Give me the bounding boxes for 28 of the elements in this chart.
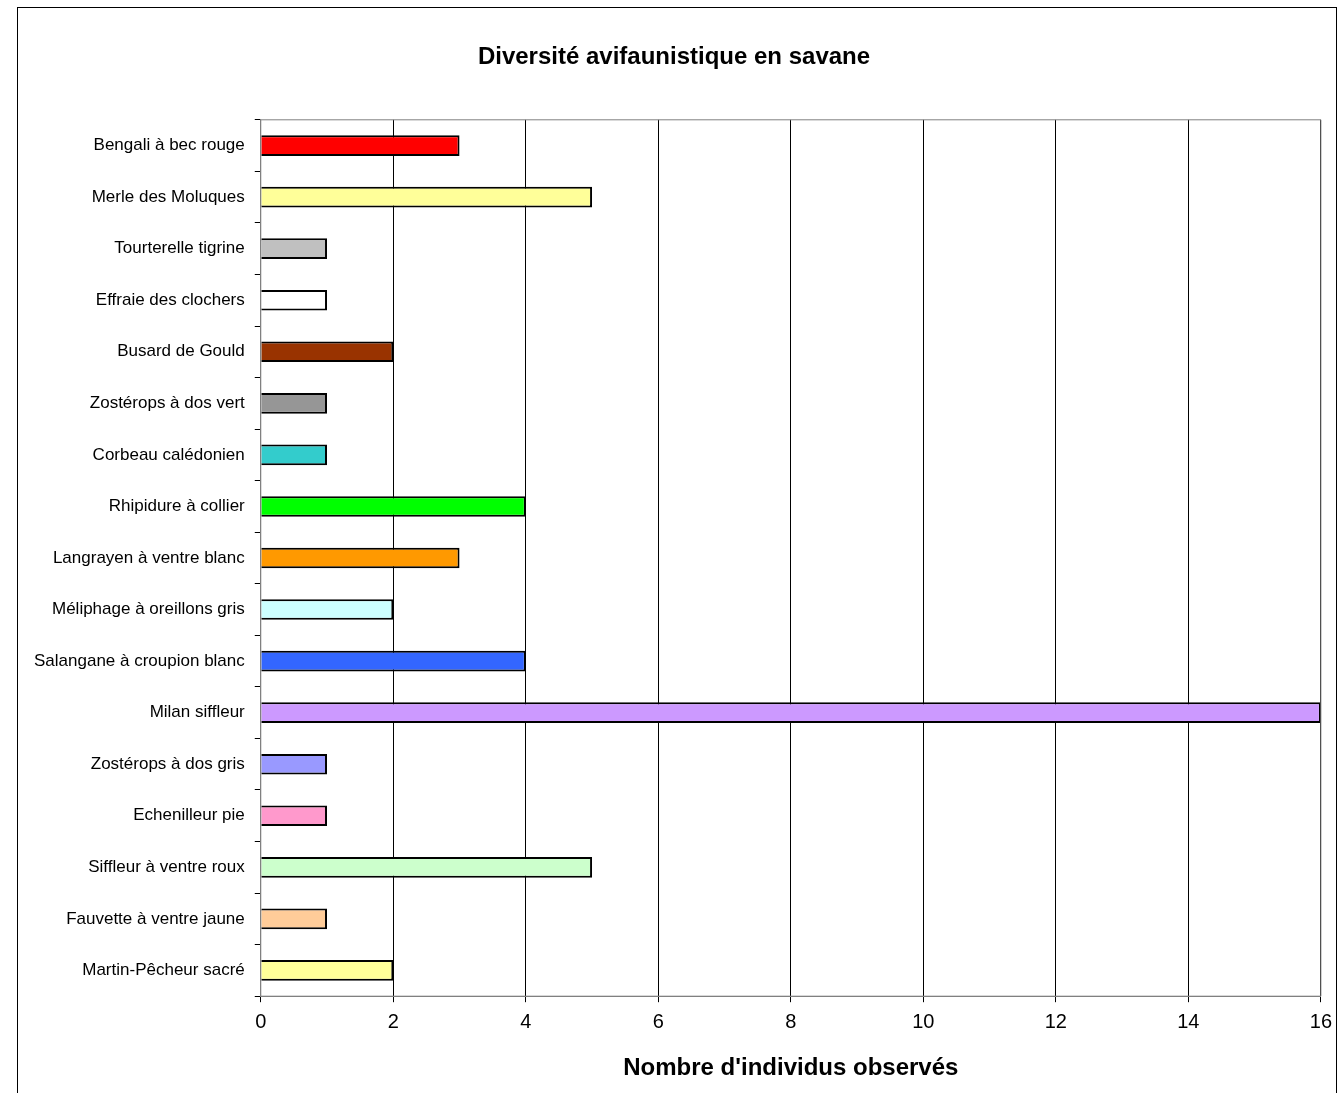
y-tick-label: Tourterelle tigrine	[114, 238, 245, 258]
y-tick-label: Corbeau calédonien	[92, 444, 245, 464]
x-tick-label: 10	[912, 1009, 935, 1032]
y-tick-label: Echenilleur pie	[133, 805, 245, 825]
x-tick-label: 8	[785, 1009, 797, 1032]
x-tick-label: 6	[652, 1009, 664, 1032]
x-tick-label: 4	[520, 1009, 532, 1032]
y-tick-label: Fauvette à ventre jaune	[66, 908, 245, 928]
x-axis-title: Nombre d'individus observés	[623, 1053, 959, 1081]
y-tick-label: Effraie des clochers	[95, 289, 245, 309]
y-tick-label: Merle des Moluques	[91, 186, 245, 206]
y-tick-label: Siffleur à ventre roux	[88, 857, 246, 877]
x-tick-label: 0	[255, 1009, 267, 1032]
x-tick-label: 12	[1044, 1009, 1067, 1032]
x-tick-label: 16	[1309, 1009, 1332, 1032]
y-tick-label: Bengali à bec rouge	[93, 135, 245, 155]
y-tick-label: Langrayen à ventre blanc	[52, 547, 246, 567]
y-tick-label: Méliphage à oreillons gris	[51, 599, 245, 619]
x-tick-label: 14	[1177, 1009, 1200, 1032]
y-tick-label: Martin-Pêcheur sacré	[82, 960, 245, 980]
y-tick-label: Salangane à croupion blanc	[33, 650, 246, 670]
x-tick-label: 2	[387, 1009, 399, 1032]
y-tick-label: Zostérops à dos vert	[89, 393, 246, 413]
y-tick-label: Rhipidure à collier	[108, 496, 246, 516]
y-tick-label: Busard de Gould	[117, 341, 245, 361]
y-tick-label: Milan siffleur	[149, 702, 246, 722]
y-tick-label: Zostérops à dos gris	[90, 753, 245, 773]
chart-title: Diversité avifaunistique en savane	[477, 42, 871, 70]
